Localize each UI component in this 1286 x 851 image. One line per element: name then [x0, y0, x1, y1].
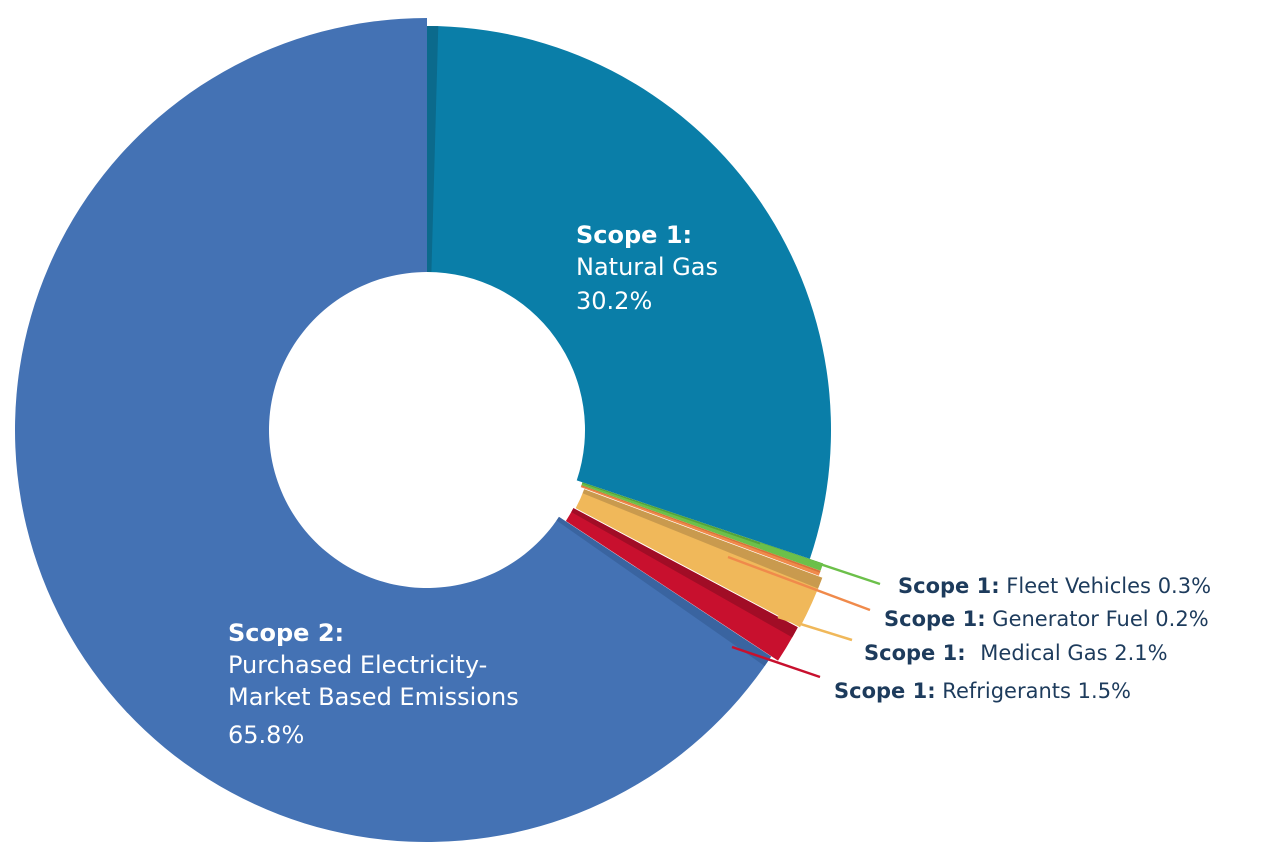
slice-fleet-vehicles — [581, 482, 824, 571]
generator-fuel-label: Scope 1: Generator Fuel 0.2% — [884, 607, 1209, 631]
medical-gas-scope: Scope 1: — [864, 641, 966, 665]
medical-gas-label: Scope 1: Medical Gas 2.1% — [864, 641, 1168, 665]
electricity-label-line-2: Market Based Emissions — [228, 683, 519, 711]
generator-fuel-name: Generator Fuel — [992, 607, 1148, 631]
refrigerants-value: 1.5% — [1078, 679, 1131, 703]
fleet-vehicles-value: 0.3% — [1158, 574, 1211, 598]
slice-edge-natural-gas — [427, 26, 439, 273]
slice-purchased-electricity — [14, 18, 772, 843]
generator-fuel-scope: Scope 1: — [884, 607, 986, 631]
natural-gas-value: 30.2% — [576, 287, 652, 315]
refrigerants-name: Refrigerants — [942, 679, 1071, 703]
slice-edge-refrigerants — [571, 508, 798, 638]
electricity-label-line-1: Purchased Electricity- — [228, 651, 487, 679]
fleet-vehicles-scope: Scope 1: — [898, 574, 1000, 598]
natural-gas-scope-label: Scope 1: — [576, 221, 692, 249]
fleet-vehicles-label: Scope 1: Fleet Vehicles 0.3% — [898, 574, 1211, 598]
slice-edge-medical-gas — [582, 489, 823, 589]
refrigerants-scope: Scope 1: — [834, 679, 936, 703]
generator-fuel-value: 0.2% — [1155, 607, 1208, 631]
electricity-value: 65.8% — [228, 721, 304, 749]
medical-gas-leader-line — [777, 615, 853, 642]
generator-fuel-leader-line — [727, 555, 871, 612]
refrigerants-leader-line — [731, 645, 821, 679]
electricity-scope-label: Scope 2: — [228, 619, 344, 647]
natural-gas-label: Natural Gas — [576, 253, 718, 281]
slice-edge-purchased-electricity — [556, 516, 772, 667]
refrigerants-label: Scope 1: Refrigerants 1.5% — [834, 679, 1131, 703]
slice-refrigerants — [565, 508, 798, 661]
slice-edge-generator-fuel — [581, 485, 821, 573]
slice-medical-gas — [575, 489, 823, 628]
fleet-vehicles-name: Fleet Vehicles — [1006, 574, 1151, 598]
fleet-vehicles-leader-line — [759, 542, 881, 586]
medical-gas-value: 2.1% — [1114, 641, 1167, 665]
slice-natural-gas — [427, 26, 831, 559]
slice-generator-fuel — [580, 485, 821, 576]
medical-gas-name: Medical Gas — [980, 641, 1107, 665]
